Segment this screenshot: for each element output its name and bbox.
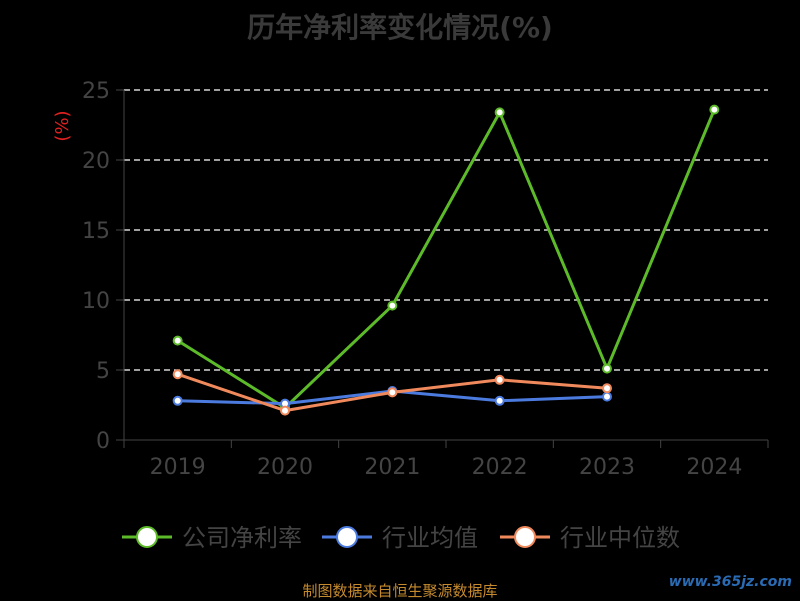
- data-point[interactable]: [387, 387, 398, 398]
- series-lines: [172, 104, 720, 416]
- data-point[interactable]: [172, 369, 183, 380]
- x-tick-label: 2021: [364, 455, 420, 480]
- legend-item[interactable]: 行业均值: [322, 524, 478, 552]
- x-tick-label: 2020: [257, 455, 313, 480]
- legend-marker-icon: [336, 526, 358, 548]
- y-axis-label: (%): [52, 110, 73, 141]
- y-tick-label: 25: [82, 79, 110, 104]
- data-point[interactable]: [602, 363, 612, 374]
- data-point[interactable]: [387, 300, 398, 311]
- x-tick-label: 2022: [472, 455, 528, 480]
- y-tick-label: 15: [82, 219, 110, 244]
- watermark: www.365jz.com: [668, 574, 792, 590]
- data-point[interactable]: [602, 391, 612, 402]
- y-tick-label: 20: [82, 149, 110, 174]
- y-tick-label: 0: [96, 429, 110, 454]
- x-tick-label: 2019: [150, 455, 206, 480]
- y-tick-label: 5: [96, 359, 110, 384]
- legend-label: 行业中位数: [560, 524, 680, 552]
- axes: 0 5 10 15 20 25 2019 2020 2021 2022 2023 2024: [82, 79, 769, 480]
- data-point[interactable]: [709, 104, 720, 115]
- data-point[interactable]: [602, 383, 612, 394]
- legend-marker-icon: [514, 526, 536, 548]
- data-point[interactable]: [494, 107, 505, 118]
- series-0: [172, 104, 720, 413]
- series-line: [176, 109, 716, 410]
- data-point[interactable]: [172, 395, 183, 406]
- data-point[interactable]: [172, 335, 183, 346]
- legend-item[interactable]: 行业中位数: [500, 524, 680, 552]
- legend-marker-icon: [136, 526, 158, 548]
- data-point[interactable]: [494, 374, 505, 385]
- grid-lines: [124, 89, 768, 371]
- source-note: 制图数据来自恒生聚源数据库: [302, 582, 498, 600]
- y-tick-label: 10: [82, 289, 110, 314]
- data-point[interactable]: [494, 395, 505, 406]
- x-tick-label: 2024: [686, 455, 742, 480]
- legend-label: 公司净利率: [182, 524, 302, 552]
- chart-title: 历年净利率变化情况(%): [247, 11, 553, 44]
- legend: 公司净利率 行业均值 行业中位数: [122, 524, 680, 552]
- legend-item[interactable]: 公司净利率: [122, 524, 302, 552]
- x-tick-label: 2023: [579, 455, 635, 480]
- series-2: [172, 369, 612, 416]
- legend-label: 行业均值: [382, 524, 478, 552]
- data-point[interactable]: [280, 405, 290, 416]
